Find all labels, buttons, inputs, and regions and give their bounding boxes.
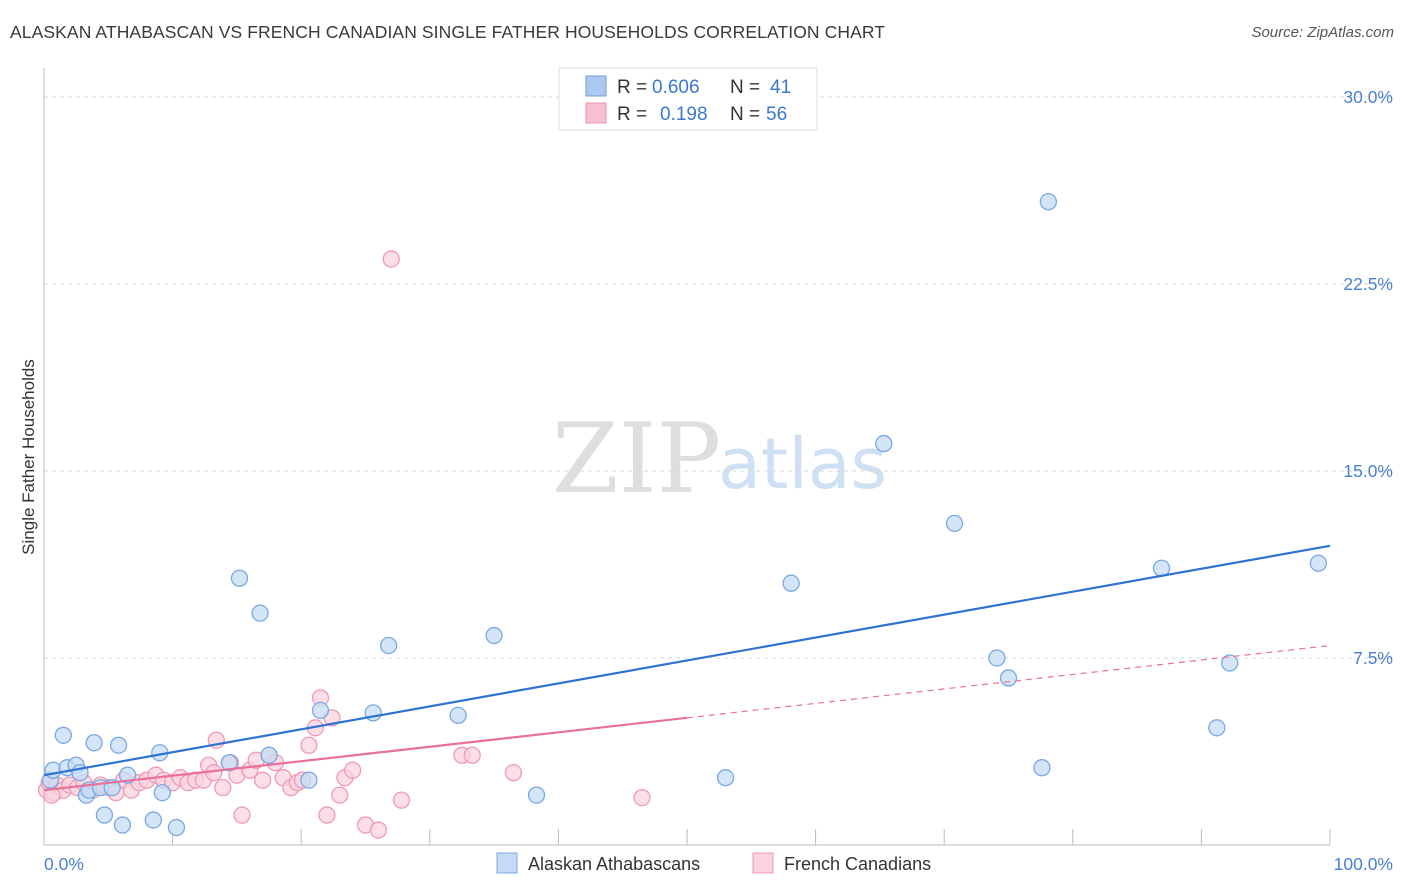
- alaskan-athabascans-point-35: [999, 669, 1018, 687]
- watermark-atlas: atlas: [718, 423, 887, 505]
- alaskan-athabascans-point-40: [1221, 654, 1239, 672]
- french-canadians-point-39: [300, 736, 318, 754]
- legend-n-value-pink: 56: [766, 104, 787, 125]
- french-canadians-point-48: [369, 821, 388, 839]
- alaskan-athabascans-point-15: [144, 811, 162, 829]
- y-tick-label-1: 15.0%: [1343, 461, 1393, 481]
- french-canadians-point-32: [253, 771, 272, 789]
- alaskan-athabascans-point-39: [1208, 719, 1226, 737]
- legend-swatch-blue: [585, 75, 607, 97]
- alaskan-athabascans-point-12: [109, 736, 128, 754]
- watermark-zip: ZIP: [552, 403, 721, 515]
- french-canadians-point-46: [343, 761, 362, 779]
- bottom-legend-swatch-pink: [752, 852, 774, 874]
- alaskan-athabascans-point-14: [118, 766, 137, 784]
- alaskan-athabascans-point-32: [875, 434, 893, 453]
- bottom-legend-label-blue: Alaskan Athabascans: [528, 854, 700, 874]
- alaskan-athabascans-point-23: [300, 771, 318, 789]
- alaskan-athabascans-point-1: [44, 761, 62, 779]
- alaskan-athabascans-point-8: [85, 734, 103, 752]
- french-canadians-points: [37, 250, 651, 839]
- alaskan-athabascans-point-41: [1309, 554, 1328, 572]
- y-axis-label: Single Father Households: [19, 359, 38, 555]
- x-tick-label-0: 0.0%: [44, 854, 84, 874]
- alaskan-athabascans-point-20: [230, 569, 249, 587]
- trend-line-french-canadians-extension: [686, 644, 1331, 719]
- bottom-legend-swatch-blue: [496, 852, 518, 874]
- bottom-legend-label-pink: French Canadians: [784, 854, 931, 874]
- alaskan-athabascans-point-17: [153, 783, 171, 802]
- legend-r-label-blue: R =: [617, 77, 647, 98]
- alaskan-athabascans-point-36: [1033, 759, 1051, 777]
- alaskan-athabascans-point-29: [527, 786, 546, 804]
- alaskan-athabascans-point-24: [311, 701, 330, 720]
- alaskan-athabascans-point-10: [95, 806, 114, 824]
- stats-legend: R = 0.606 N = 41 R = 0.198 N = 56: [558, 67, 818, 131]
- french-canadians-point-49: [382, 250, 400, 268]
- alaskan-athabascans-point-33: [945, 514, 964, 533]
- alaskan-athabascans-point-27: [449, 706, 467, 724]
- french-canadians-point-52: [463, 746, 481, 764]
- alaskan-athabascans-point-26: [379, 636, 398, 655]
- watermark: ZIP atlas: [552, 403, 887, 515]
- french-canadians-point-26: [214, 779, 232, 797]
- alaskan-athabascans-point-2: [54, 726, 72, 744]
- trend-line-french-canadians: [43, 716, 688, 792]
- alaskan-athabascans-point-22: [260, 746, 278, 764]
- french-canadians-point-42: [318, 806, 336, 824]
- x-tick-label-1: 100.0%: [1334, 854, 1393, 874]
- legend-n-label-blue: N =: [730, 77, 760, 98]
- chart-title: ALASKAN ATHABASCAN VS FRENCH CANADIAN SI…: [10, 22, 886, 42]
- alaskan-athabascans-point-28: [485, 626, 503, 645]
- tick-labels: 7.5% 15.0% 22.5% 30.0% 0.0% 100.0%: [44, 87, 1393, 874]
- legend-n-label-pink: N =: [730, 104, 760, 125]
- y-tick-label-0: 7.5%: [1353, 648, 1393, 668]
- legend-r-value-blue: 0.606: [652, 77, 700, 98]
- alaskan-athabascans-point-31: [782, 574, 800, 592]
- series-legend: Alaskan Athabascans French Canadians: [496, 852, 931, 874]
- source-credit: Source: ZipAtlas.com: [1251, 24, 1394, 41]
- legend-n-value-blue: 41: [770, 77, 791, 98]
- legend-r-value-pink: 0.198: [660, 104, 708, 125]
- y-tick-label-2: 22.5%: [1343, 274, 1393, 294]
- legend-swatch-pink: [585, 102, 607, 124]
- alaskan-athabascans-point-13: [113, 816, 132, 834]
- french-canadians-point-29: [233, 806, 251, 824]
- alaskan-athabascans-point-37: [1039, 193, 1058, 211]
- trend-lines: [43, 544, 1331, 792]
- y-tick-label-3: 30.0%: [1343, 87, 1393, 107]
- alaskan-athabascans-point-34: [988, 649, 1006, 667]
- french-canadians-point-53: [504, 764, 523, 782]
- french-canadians-point-54: [633, 788, 651, 807]
- legend-r-label-pink: R =: [617, 104, 647, 125]
- french-canadians-point-50: [392, 791, 411, 809]
- alaskan-athabascans-point-19: [220, 754, 238, 772]
- trend-line-alaskan-athabascans: [43, 544, 1331, 777]
- alaskan-athabascans-point-21: [251, 604, 269, 622]
- alaskan-athabascans-point-30: [716, 769, 735, 787]
- axes: [43, 68, 1331, 846]
- french-canadians-point-44: [331, 786, 349, 804]
- alaskan-athabascans-point-18: [167, 818, 186, 837]
